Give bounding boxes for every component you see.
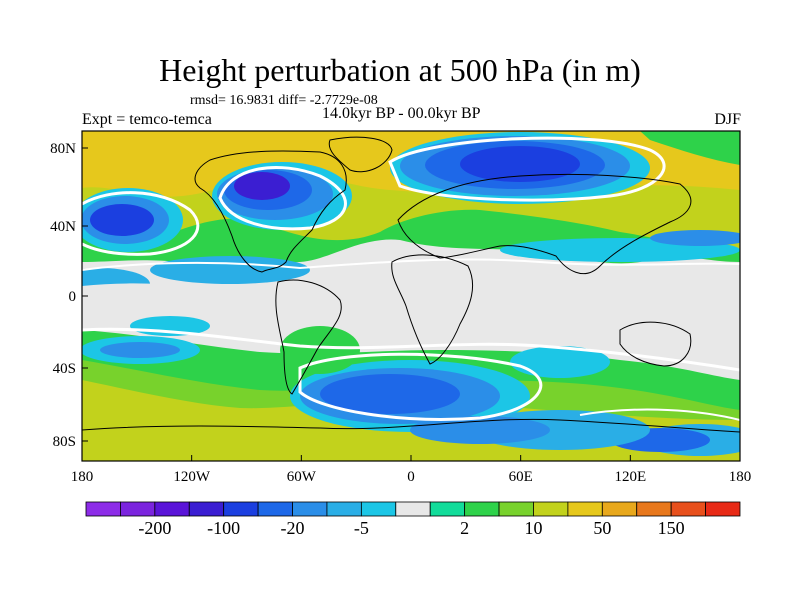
contour-line — [82, 191, 200, 256]
colorbar-swatch — [85, 501, 121, 517]
lon-tick-label: 180 — [729, 469, 752, 485]
colorbar-swatch — [188, 501, 225, 517]
coastline-greenland — [328, 136, 393, 173]
colorbar-swatch — [567, 501, 603, 517]
coastline-eurasia — [397, 173, 692, 275]
experiment-label: Expt = temco-temca — [82, 111, 212, 128]
coastline-south-america — [275, 279, 342, 395]
field-region — [320, 374, 460, 414]
coastline-antarctica — [82, 418, 740, 433]
colorbar-swatch — [257, 501, 293, 517]
colorbar-label: -5 — [354, 518, 369, 538]
colorbar-swatch — [395, 501, 431, 517]
colorbar-label: -200 — [138, 518, 171, 538]
coastlines — [82, 136, 740, 433]
field-region — [650, 230, 740, 246]
field-region — [90, 204, 154, 236]
lat-tick-label: 40S — [53, 361, 76, 377]
colorbar-swatch — [601, 501, 638, 517]
colorbar-label: 150 — [658, 518, 685, 538]
colorbar-label: 2 — [460, 518, 469, 538]
contour-line — [82, 327, 740, 372]
colorbar-swatch — [705, 501, 741, 517]
field-region — [234, 172, 290, 200]
colorbar: -200 -100 -20 -5 2 10 50 150 — [85, 501, 741, 538]
field-region — [100, 342, 180, 358]
colorbar-swatch — [326, 501, 362, 517]
statistics-label: rmsd= 16.9831 diff= -2.7729e-08 — [190, 93, 378, 108]
colorbar-swatch — [533, 501, 569, 517]
lon-tick-label: 120E — [614, 469, 646, 485]
lat-tick-label: 80S — [53, 434, 76, 450]
coastline-north-america — [194, 150, 347, 273]
lon-tick-label: 60W — [287, 469, 317, 485]
field-region — [510, 346, 610, 378]
season-label: DJF — [714, 111, 741, 128]
field-region — [82, 131, 380, 162]
field-region — [460, 146, 580, 182]
period-label: 14.0kyr BP - 00.0kyr BP — [322, 105, 481, 122]
plot-title: Height perturbation at 500 hPa (in m) — [159, 52, 641, 88]
lat-tick-label: 40N — [50, 219, 76, 235]
colorbar-swatch — [464, 501, 500, 517]
field-region — [640, 131, 740, 165]
latitude-axis: 80N 40N 0 40S 80S — [50, 141, 88, 450]
lat-tick-label: 80N — [50, 141, 76, 157]
contour-line — [298, 352, 543, 421]
colorbar-swatch — [498, 501, 534, 517]
colorbar-swatch — [292, 501, 328, 517]
colorbar-label: 10 — [524, 518, 542, 538]
colorbar-swatch — [120, 501, 156, 517]
field-region — [280, 326, 360, 374]
lat-tick-label: 0 — [69, 289, 77, 305]
field-region — [410, 416, 550, 444]
lon-tick-label: 0 — [407, 469, 415, 485]
lon-tick-label: 120W — [173, 469, 211, 485]
colorbar-swatch — [670, 501, 706, 517]
contour-line — [579, 408, 740, 421]
coastline-africa — [391, 254, 474, 365]
field-region — [150, 256, 310, 284]
field-region — [82, 276, 740, 332]
colorbar-label: 50 — [593, 518, 611, 538]
colorbar-swatch — [429, 501, 466, 517]
contour-field — [82, 131, 740, 461]
contour-line — [82, 258, 740, 271]
colorbar-swatch — [223, 501, 259, 517]
longitude-axis: 180 120W 60W 0 60E 120E 180 — [71, 455, 752, 485]
colorbar-swatch — [360, 501, 397, 517]
coastline-australia — [619, 321, 692, 367]
colorbar-swatch — [154, 501, 190, 517]
contour-line — [388, 136, 666, 202]
colorbar-label: -100 — [207, 518, 240, 538]
lon-tick-label: 180 — [71, 469, 94, 485]
lon-tick-label: 60E — [509, 469, 533, 485]
colorbar-swatch — [636, 501, 672, 517]
colorbar-label: -20 — [281, 518, 305, 538]
contour-line — [218, 165, 347, 231]
